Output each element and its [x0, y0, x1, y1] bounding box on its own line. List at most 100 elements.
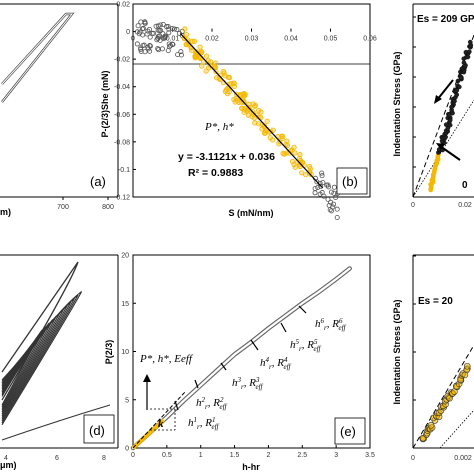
- panel-f-point: [463, 362, 471, 370]
- panel-b-point: [171, 26, 177, 32]
- panel-b-point: [249, 113, 255, 119]
- panel-c-point: [443, 122, 449, 127]
- panel-c-point: [457, 84, 462, 90]
- panel-d-loop: [1, 308, 65, 417]
- panel-b-point: [281, 151, 287, 157]
- panel-b-point: [231, 83, 237, 89]
- panel-b-r2: R² = 0.9883: [188, 167, 243, 179]
- panel-b-point: [222, 73, 228, 79]
- panel-b-ytick-label: -0.06: [114, 112, 130, 119]
- panel-e-xtick-label: 1.5: [230, 452, 240, 459]
- panel-d-tick-8: 8: [102, 455, 106, 462]
- panel-c-arrowhead-1: [434, 95, 442, 104]
- panel-e-ytick-label: 20: [121, 253, 129, 260]
- panel-e-segment-arrow: [250, 339, 259, 351]
- panel-d-tick-6: 6: [55, 455, 59, 462]
- panel-b-point: [182, 26, 188, 32]
- panel-d: (d) 4 6 8 μm): [0, 254, 119, 470]
- panel-b-point: [140, 43, 146, 49]
- panel-e-xtick-label: 1: [199, 452, 203, 459]
- panel-b-xtick-label: 0.02: [205, 36, 219, 43]
- panel-d-loop: [1, 261, 79, 401]
- panel-b-point: [138, 48, 144, 54]
- panel-b-point: [169, 26, 175, 32]
- panel-b-point: [134, 41, 140, 47]
- panel-e-xtick-label: 2: [266, 452, 270, 459]
- panel-b-point: [183, 31, 190, 38]
- panel-b-point: [319, 170, 325, 176]
- panel-b-equation: y = -3.1121x + 0.036: [178, 151, 275, 163]
- panel-d-loops: [1, 261, 111, 441]
- panel-b-point: [149, 30, 155, 36]
- panel-d-loop: [1, 301, 72, 420]
- panel-e-segment-label: h1r, R1 eff: [188, 416, 220, 431]
- panel-c-point: [454, 88, 460, 93]
- panel-b-point: [299, 159, 306, 165]
- panel-b-point: [255, 121, 262, 127]
- panel-b-point: [155, 46, 161, 52]
- panel-b-point: [165, 24, 171, 30]
- panel-d-label-box: [83, 414, 115, 444]
- panel-d-loop: [1, 294, 79, 424]
- panel-b-point: [214, 75, 220, 81]
- panel-b-xtick-label: 0: [131, 36, 135, 43]
- panel-b-fit-line: [179, 33, 324, 189]
- panel-e-initial-segment: [131, 418, 165, 450]
- panel-a: 700 800 m) (a): [0, 3, 119, 217]
- panel-d-loop: [1, 322, 50, 409]
- panel-b-point: [231, 96, 237, 103]
- panel-b-point: [157, 33, 163, 39]
- panel-b-point: [320, 180, 326, 186]
- panel-d-xlabel: μm): [0, 460, 17, 470]
- panel-d-tick-4: 4: [4, 455, 8, 462]
- panel-e-segment-arrow: [298, 305, 307, 314]
- panel-c-point: [452, 98, 457, 104]
- panel-c-arrow-1: [436, 79, 454, 101]
- panel-f-dashed-line: [412, 344, 474, 449]
- panel-b-point: [307, 166, 313, 172]
- panel-b-x-ticks: 0 0.01 0.02 0.03 0.04 0.05 0.06: [131, 28, 377, 43]
- panel-b-point: [159, 46, 165, 52]
- panel-d-loop: [1, 298, 75, 422]
- panel-d-loop: [1, 315, 57, 413]
- panel-c-point: [447, 122, 453, 128]
- panel-c-point: [461, 60, 467, 66]
- panel-c-point: [458, 75, 464, 81]
- panel-b-point: [142, 19, 148, 25]
- panel-b-point: [328, 189, 334, 195]
- panel-b-point: [200, 59, 207, 65]
- panel-c-ylabel: Indentation Stress (GPa): [392, 51, 402, 156]
- panel-b-point: [331, 201, 337, 207]
- panel-b-point: [303, 172, 309, 178]
- panel-b-point: [174, 27, 180, 33]
- panel-b-point: [312, 186, 318, 192]
- panel-e-curve-inner: [131, 267, 351, 450]
- panel-b-point-label: P*, h*: [204, 121, 234, 133]
- panel-c: Indentation Stress (GPa) Es = 209 GP 0 0…: [392, 3, 474, 209]
- panel-c-arrowhead-2: [436, 143, 445, 150]
- panel-b-point: [167, 43, 173, 49]
- panel-f: Indentation Stress (GPa) Es = 20 0 0.002: [392, 254, 474, 462]
- panel-b-point: [334, 214, 340, 220]
- panel-b-point: [291, 144, 297, 150]
- panel-c-point: [447, 117, 453, 123]
- panel-b-point: [164, 24, 170, 30]
- panel-e-ytick-label: 0: [125, 446, 129, 453]
- panel-f-dotted-line: [439, 409, 474, 449]
- panel-b-point: [264, 118, 270, 124]
- panel-b-point: [213, 64, 219, 71]
- panel-a-tick-700: 700: [57, 204, 69, 211]
- panel-b-point: [331, 190, 337, 196]
- panel-e-xtick-label: 0: [131, 452, 135, 459]
- panel-f-ylabel: Indentation Stress (GPa): [392, 299, 402, 404]
- panel-b-xtick-label: 0.01: [166, 36, 180, 43]
- panel-b-point: [319, 190, 325, 196]
- panel-b-point: [237, 91, 243, 98]
- panel-b-point: [208, 59, 214, 65]
- panel-b-point: [213, 60, 219, 66]
- panel-e-ylabel: P(2/3): [104, 340, 114, 365]
- panel-c-arrow-2: [439, 145, 461, 161]
- panel-e-x-ticks: 0 0.5 1 1.5 2 2.5 3 3.5: [131, 445, 375, 459]
- panel-c-point: [467, 39, 473, 45]
